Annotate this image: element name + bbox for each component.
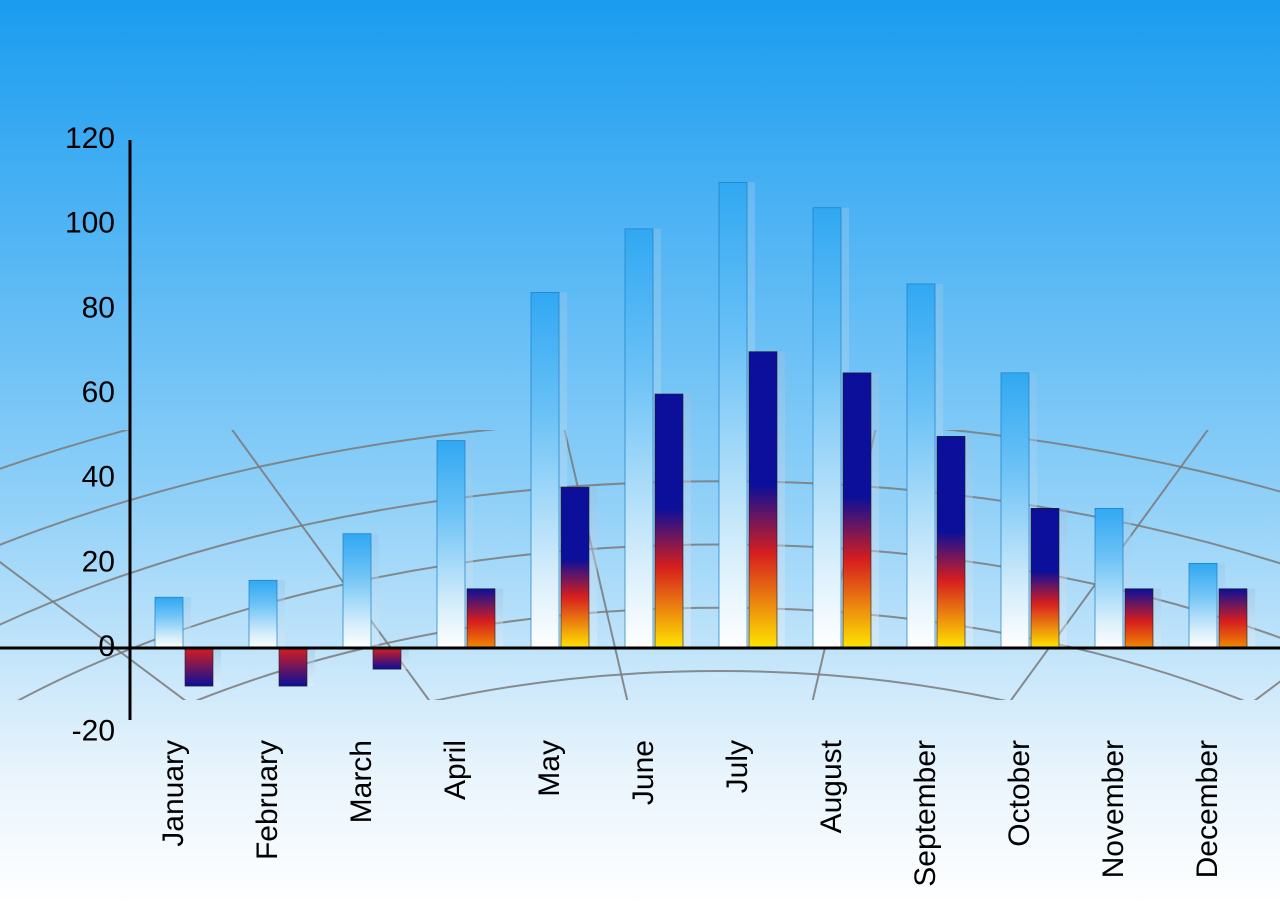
x-tick-label: July — [721, 740, 754, 793]
primary-bar — [719, 182, 747, 648]
secondary-bar — [1031, 508, 1059, 648]
y-tick-label: 20 — [82, 545, 115, 578]
x-tick-label: August — [815, 739, 848, 833]
secondary-bar — [655, 394, 683, 648]
x-tick-label: October — [1003, 740, 1036, 847]
primary-bar — [625, 229, 653, 648]
y-tick-label: 120 — [65, 122, 115, 155]
secondary-bar — [373, 648, 401, 669]
secondary-bar — [937, 436, 965, 648]
primary-bar — [343, 534, 371, 648]
primary-bar — [813, 208, 841, 648]
secondary-bar — [467, 589, 495, 648]
secondary-bar — [279, 648, 307, 686]
primary-bar — [1095, 508, 1123, 648]
primary-bar — [907, 284, 935, 648]
primary-bar — [249, 580, 277, 648]
secondary-bar — [1219, 589, 1247, 648]
x-tick-label: February — [251, 740, 284, 860]
x-tick-label: April — [439, 740, 472, 800]
y-tick-label: 100 — [65, 207, 115, 240]
secondary-bar — [749, 352, 777, 648]
y-tick-label: 80 — [82, 291, 115, 324]
primary-bar — [1001, 373, 1029, 648]
x-tick-label: September — [909, 740, 942, 887]
y-tick-label: 40 — [82, 461, 115, 494]
secondary-bar — [1125, 589, 1153, 648]
primary-bar — [155, 597, 183, 648]
primary-bar — [1189, 563, 1217, 648]
x-tick-label: January — [157, 740, 190, 847]
secondary-bar — [561, 487, 589, 648]
x-tick-label: May — [533, 740, 566, 797]
primary-bar — [437, 441, 465, 648]
secondary-bar — [185, 648, 213, 686]
x-tick-label: June — [627, 740, 660, 805]
y-tick-label: -20 — [72, 715, 115, 748]
primary-bar — [531, 292, 559, 648]
x-tick-label: March — [345, 740, 378, 823]
y-tick-label: 60 — [82, 376, 115, 409]
chart-svg: -20 0 20 40 60 80 100 120 January February March A… — [0, 0, 1280, 905]
chart-stage: -20 0 20 40 60 80 100 120 January February March A… — [0, 0, 1280, 905]
secondary-bar — [843, 373, 871, 648]
y-tick-label: 0 — [98, 630, 115, 663]
x-tick-label: December — [1191, 740, 1224, 878]
x-tick-label: November — [1097, 740, 1130, 878]
